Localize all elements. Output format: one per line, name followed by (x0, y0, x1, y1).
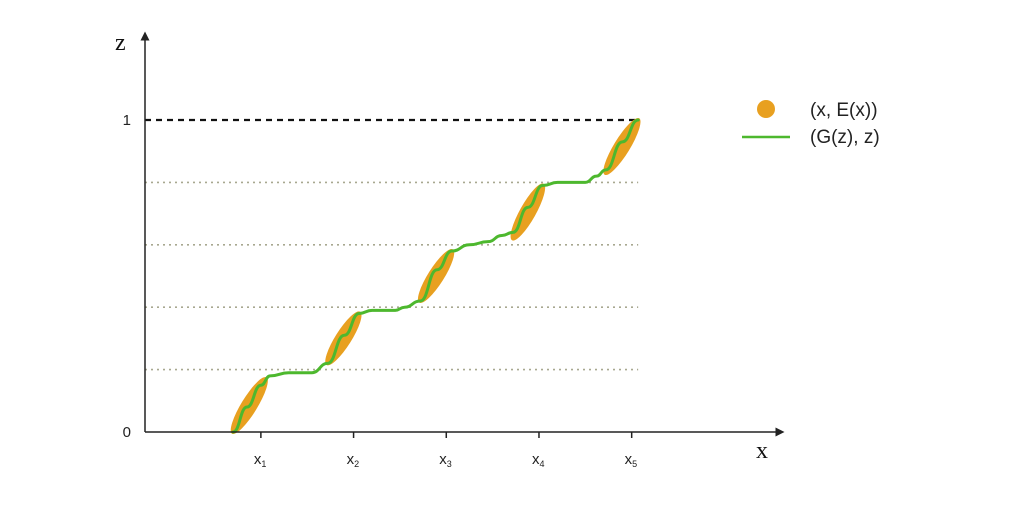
x-tick-label: x1 (254, 451, 267, 469)
x-axis-title: x (756, 438, 768, 464)
legend: (x, E(x)) (G(z), z) (742, 100, 880, 148)
x-tick-subscript: 5 (632, 459, 637, 469)
orange-blob-point (417, 249, 455, 303)
axes: z x (115, 30, 785, 464)
x-tick-label: x4 (532, 451, 545, 469)
orange-blob-point (510, 183, 546, 241)
line-series (231, 118, 640, 434)
orange-blob-point (325, 311, 362, 366)
legend-label: (x, E(x)) (810, 100, 878, 121)
x-tick-label: x3 (439, 451, 452, 469)
reference-lines (145, 118, 639, 371)
x-tick-label: x2 (347, 451, 360, 469)
x-tick-subscript: 1 (261, 459, 266, 469)
x-tick-subscript: 3 (447, 459, 452, 469)
y-ticks: 01 (123, 112, 131, 441)
legend-label: (G(z), z) (810, 127, 880, 148)
x-tick-label: x5 (625, 451, 638, 469)
green-line-series (231, 118, 640, 434)
x-ticks: x1 x2 x3 x4 x5 (254, 432, 637, 469)
y-tick-label: 0 (123, 424, 131, 441)
legend-dot-marker (757, 100, 775, 118)
y-tick-label: 1 (123, 112, 131, 129)
x-tick-subscript: 2 (354, 459, 359, 469)
scatter-series (230, 117, 641, 435)
y-axis-title: z (115, 30, 126, 56)
x-tick-subscript: 4 (539, 459, 544, 469)
